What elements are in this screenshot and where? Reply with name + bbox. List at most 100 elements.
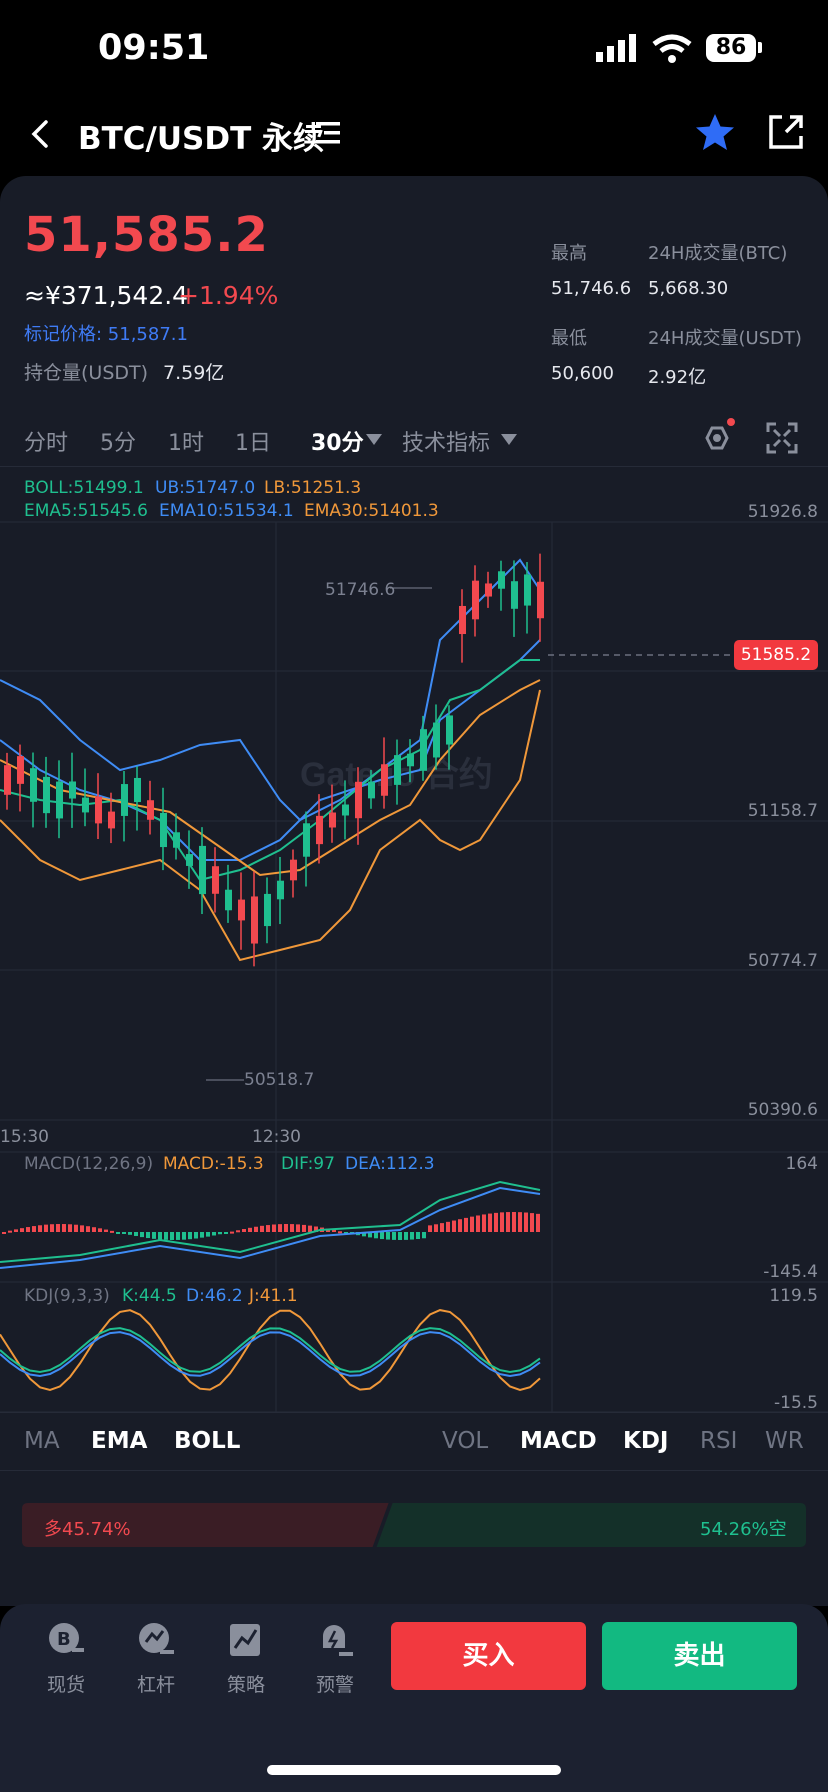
macd-histogram-bar [500,1212,504,1232]
candle-body [121,784,128,816]
macd-histogram-bar [518,1212,522,1232]
chevron-down-icon[interactable] [366,434,382,446]
dif-line [0,1180,541,1263]
macd-histogram-bar [344,1232,348,1234]
strategy-icon [230,1624,260,1656]
macd-histogram-bar [446,1221,450,1232]
macd-histogram-bar [2,1232,6,1234]
short-ratio-fill [376,1503,806,1547]
change-percent: +1.94% [178,281,279,310]
candle-body [446,715,453,745]
kdj-pane [0,1309,541,1392]
footer-alert[interactable]: 预警 [300,1620,370,1697]
macd-histogram-bar [290,1224,294,1232]
macd-histogram-bar [50,1224,54,1232]
sell-button[interactable]: 卖出 [602,1622,797,1690]
candle-body [316,815,323,845]
candle-body [433,722,440,758]
tab-30m[interactable]: 30分 [311,431,364,456]
alert-icon [323,1625,353,1656]
tab-1h[interactable]: 1时 [168,431,204,456]
macd-histogram-bar [98,1228,102,1232]
macd-histogram-bar [266,1225,270,1232]
tab-ema[interactable]: EMA [91,1428,148,1454]
tab-boll[interactable]: BOLL [174,1428,241,1454]
macd-histogram-bar [380,1232,384,1240]
candle-body [277,880,284,900]
macd-histogram-bar [470,1216,474,1232]
macd-histogram-bar [188,1232,192,1240]
candle-body [394,755,401,785]
vol-btc-label: 24H成交量(BTC) [648,243,788,264]
macd-histogram-bar [92,1227,96,1232]
footer-margin[interactable]: 杠杆 [121,1620,191,1697]
footer-spot[interactable]: B 现货 [31,1620,101,1697]
mark-price: 标记价格: 51,587.1 [24,324,188,345]
dea-line [0,1186,541,1269]
macd-histogram-bar [74,1224,78,1232]
macd-histogram-bar [20,1228,24,1232]
tab-vol[interactable]: VOL [442,1428,489,1454]
ema5-value: EMA5:51545.6 [24,501,148,521]
macd-histogram-bar [170,1232,174,1240]
macd-histogram-bar [146,1232,150,1239]
status-time: 09:51 [98,28,210,68]
kdj-axis-label: 119.5 [769,1286,818,1306]
macd-histogram-bar [314,1226,318,1232]
footer-label: 现货 [46,1674,85,1696]
candlestick-chart[interactable]: Gate.io 合约 [0,440,828,1420]
tab-5m[interactable]: 5分 [100,431,136,456]
low-marker: 50518.7 [244,1070,315,1090]
macd-histogram-bar [332,1229,336,1232]
dif-value: DIF:97 [281,1154,335,1174]
macd-histogram-bar [464,1217,468,1232]
y-axis-label: 51158.7 [747,801,818,821]
macd-histogram-bar [392,1232,396,1240]
ema5-line [0,659,540,882]
tab-timeshare[interactable]: 分时 [24,431,69,456]
tab-indicators[interactable]: 技术指标 [402,431,491,456]
tab-ma[interactable]: MA [24,1428,60,1454]
macd-histogram-bar [524,1212,528,1232]
x-axis-label: 12:30 [252,1127,301,1147]
fullscreen-icon[interactable] [766,422,798,454]
kdj-axis-label: -15.5 [774,1393,818,1413]
tab-wr[interactable]: WR [765,1428,804,1454]
macd-title: MACD(12,26,9) [24,1154,154,1174]
last-price: 51,585.2 [24,207,269,263]
tab-kdj[interactable]: KDJ [623,1428,669,1454]
candle-body [199,845,206,895]
back-icon[interactable] [28,118,52,150]
macd-histogram-bar [224,1232,228,1234]
candle-body [511,581,518,609]
candle-body [472,580,479,620]
tab-rsi[interactable]: RSI [700,1428,738,1454]
macd-histogram-bar [536,1213,540,1232]
macd-histogram-bar [38,1225,42,1232]
macd-histogram-bar [152,1232,156,1239]
candle-body [30,768,37,802]
macd-axis-label: 164 [785,1154,818,1174]
pair-title[interactable]: BTC/USDT 永续 [78,121,325,157]
footer-strategy[interactable]: 策略 [211,1620,281,1697]
j-value: J:41.1 [249,1286,298,1306]
tab-1d[interactable]: 1日 [235,431,271,456]
candle-body [238,899,245,921]
macd-histogram-bar [230,1231,234,1234]
share-icon[interactable] [766,112,806,152]
buy-button[interactable]: 买入 [391,1622,586,1690]
candle-body [459,605,466,635]
candle-body [355,781,362,819]
battery-indicator: 86 [706,34,756,62]
chart-panel [0,176,828,1606]
menu-icon[interactable] [316,120,344,146]
tab-macd[interactable]: MACD [520,1428,597,1454]
macd-histogram-bar [242,1229,246,1232]
candles [4,553,544,967]
macd-histogram-bar [134,1232,138,1237]
star-icon[interactable] [694,112,736,152]
settings-icon[interactable] [696,418,736,458]
candle-body [82,797,89,813]
j-line [0,1309,541,1392]
chevron-down-icon[interactable] [501,434,517,446]
